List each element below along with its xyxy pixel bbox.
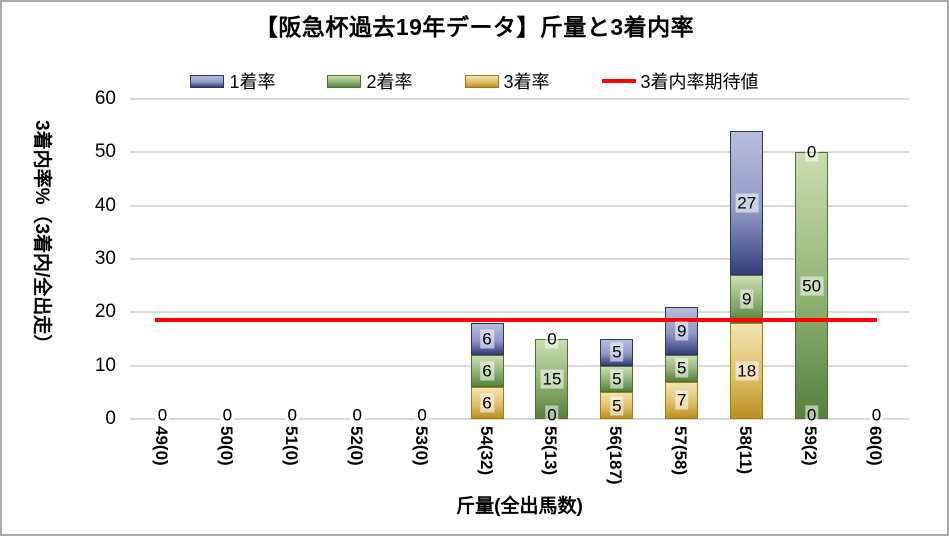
gridline-30 (130, 258, 909, 260)
data-label-rate1-53(0): 0 (415, 405, 429, 425)
x-tick-label-3: 51(0) (281, 426, 301, 466)
legend-item-rate3: 3着率 (464, 68, 550, 94)
gridline-50 (130, 151, 909, 154)
y-axis-title: 3着内率%（3着内/全出走） (31, 120, 52, 354)
legend-swatch-rate3 (464, 74, 499, 88)
data-label-rate1-56(187): 5 (610, 342, 624, 362)
gridline-10 (130, 364, 909, 367)
data-label-rate1-49(0): 0 (155, 405, 170, 425)
chart-title: 【阪急杯過去19年データ】斤量と3着内率 (254, 14, 695, 40)
data-label-rate1-58(11): 27 (735, 193, 759, 213)
gridline-40 (130, 204, 909, 207)
data-label-rate2-54(32): 6 (480, 361, 494, 381)
y-tick-label-60: 60 (94, 88, 116, 109)
y-tick-label-30: 30 (94, 248, 116, 269)
data-label-rate1-57(58): 9 (675, 321, 689, 341)
expected-line (155, 318, 877, 323)
legend-label: 3着内率期待値 (640, 72, 759, 92)
data-label-rate2-58(11): 9 (739, 289, 754, 309)
plot-area: 0 10 20 30 40 50 60 49(0) 50(0) 51(0) 52(0) 53(0) 54… (95, 88, 909, 485)
data-label-rate3-56(187): 5 (610, 396, 624, 416)
data-label-rate1-60(0): 0 (869, 405, 884, 425)
x-tick-label-2: 50(0) (216, 426, 236, 466)
gridline-60 (130, 98, 909, 100)
data-label-rate1-59(2): 0 (804, 142, 819, 162)
data-label-rate1-55(13): 0 (545, 329, 559, 349)
data-label-rate2-55(13): 15 (540, 369, 564, 389)
x-tick-label-10: 58(11) (736, 426, 756, 475)
data-label-rate3-57(58): 7 (675, 390, 689, 410)
legend-line-icon (601, 79, 636, 83)
gridline-20 (130, 311, 909, 314)
x-tick-label-9: 57(58) (671, 426, 691, 476)
data-label-rate1-51(0): 0 (285, 405, 300, 425)
data-label-rate3-54(32): 6 (480, 393, 494, 413)
x-tick-label-4: 52(0) (346, 426, 366, 466)
legend-swatch-rate1 (190, 74, 225, 88)
x-tick-label-7: 55(13) (541, 426, 561, 476)
legend: 1着率 2着率 3着率 3着内率期待値 (2, 68, 947, 94)
x-tick-label-1: 49(0) (151, 426, 171, 466)
x-tick-label-6: 54(32) (476, 426, 496, 476)
y-tick-label-10: 10 (94, 354, 116, 376)
y-tick-label-40: 40 (94, 194, 116, 216)
data-label-rate3-55(13): 0 (545, 405, 559, 425)
data-label-rate2-56(187): 5 (610, 369, 624, 389)
legend-item-expected: 3着内率期待値 (601, 68, 759, 94)
x-tick-label-8: 56(187) (606, 426, 626, 485)
data-label-rate2-59(2): 50 (800, 276, 824, 296)
y-tick-label-0: 0 (105, 408, 116, 429)
y-tick-label-50: 50 (94, 141, 116, 163)
data-label-rate1-52(0): 0 (350, 405, 364, 425)
data-label-rate1-54(32): 6 (480, 329, 494, 349)
x-axis-title: 斤量(全出馬数) (456, 496, 583, 517)
legend-label: 3着率 (503, 72, 550, 92)
legend-item-rate1: 1着率 (190, 68, 275, 94)
legend-swatch-rate2 (327, 74, 362, 88)
x-tick-label-11: 59(2) (801, 426, 821, 466)
data-label-rate1-50(0): 0 (220, 405, 235, 425)
x-tick-label-5: 53(0) (411, 426, 431, 466)
data-label-rate3-59(2): 0 (804, 405, 819, 425)
legend-label: 1着率 (229, 72, 276, 92)
data-label-rate2-57(58): 5 (675, 358, 689, 378)
y-tick-label-20: 20 (94, 301, 116, 323)
gridline-0 (130, 418, 909, 420)
legend-label: 2着率 (366, 72, 413, 92)
data-label-rate3-58(11): 18 (735, 361, 759, 381)
x-tick-label-12: 60(0) (866, 426, 886, 466)
legend-item-rate2: 2着率 (327, 68, 413, 94)
